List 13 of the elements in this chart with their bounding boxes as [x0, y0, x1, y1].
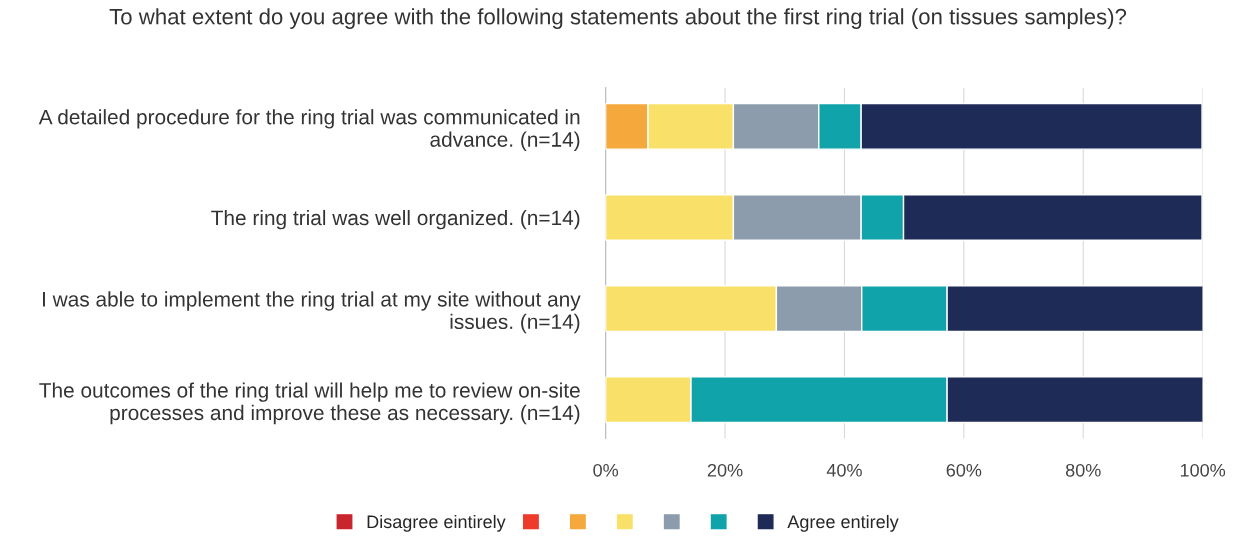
- y-tick-label: The ring trial was well organized. (n=14): [211, 209, 580, 230]
- legend-label: Agree entirely: [787, 514, 899, 532]
- legend-label: Disagree eintirely: [367, 514, 506, 532]
- x-tick-label: 40%: [826, 463, 862, 477]
- x-tick-label: 80%: [1065, 463, 1101, 477]
- x-tick-label: 20%: [707, 463, 743, 477]
- x-tick-label: 60%: [946, 463, 982, 477]
- y-tick-label: The outcomes of the ring trial will help me to review on-site processes and improve these as necessary. (n=14): [39, 382, 580, 425]
- x-tick-label: 0%: [593, 463, 619, 477]
- y-tick-label: A detailed procedure for the ring trial was communicated in advance. (n=14): [38, 109, 580, 151]
- chart-title: To what extent do you agree with the following statements about the first ring trial (on tissues samples)?: [109, 8, 1127, 29]
- y-tick-label: I was able to implement the ring trial at my site without any issues. (n=14): [43, 291, 581, 334]
- x-tick-label: 100%: [1180, 463, 1226, 477]
